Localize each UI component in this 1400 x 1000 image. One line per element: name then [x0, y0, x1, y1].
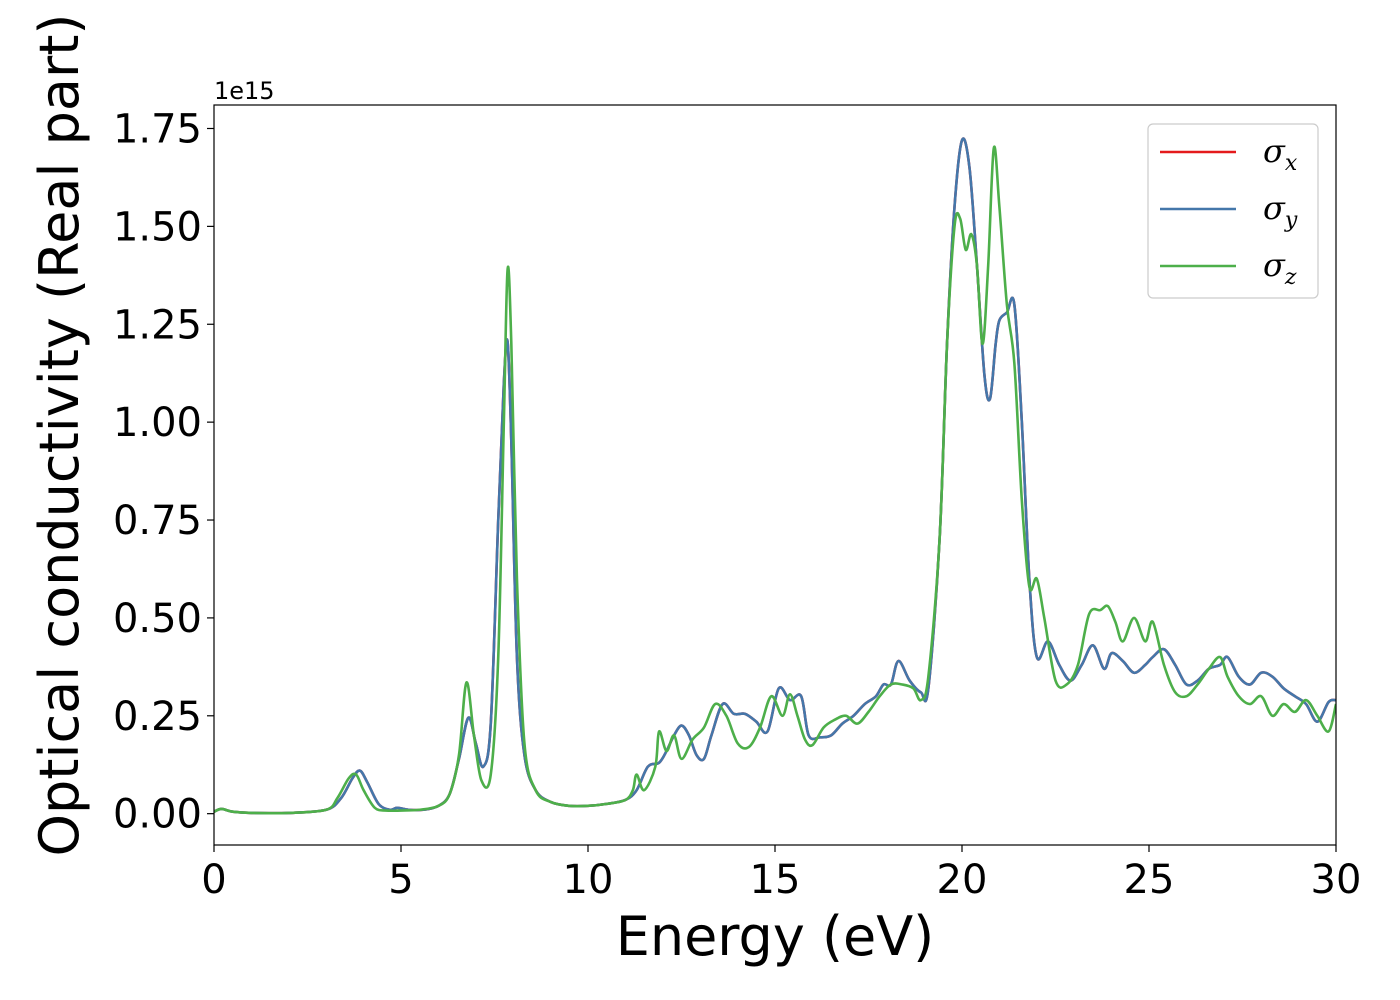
- y-axis-offset-text: 1e15: [214, 77, 275, 105]
- y-tick-label: 0.00: [113, 792, 202, 838]
- legend-box: [1147, 123, 1319, 299]
- y-tick-label: 0.50: [113, 596, 202, 642]
- y-tick-label: 1.75: [113, 106, 202, 152]
- y-tick-label: 1.00: [113, 400, 202, 446]
- x-axis-ticks: 0 5 10 15 20 25 30: [201, 845, 1361, 903]
- y-tick-label: 0.25: [113, 694, 202, 740]
- y-tick-label: 1.50: [113, 204, 202, 250]
- x-tick-label: 5: [388, 857, 413, 903]
- x-tick-label: 0: [201, 857, 226, 903]
- y-tick-label: 1.25: [113, 302, 202, 348]
- x-axis-label: Energy (eV): [616, 905, 935, 968]
- series-layer: [214, 137, 1336, 815]
- x-tick-label: 10: [563, 857, 614, 903]
- x-tick-label: 25: [1124, 857, 1175, 903]
- series-line-z: [214, 145, 1336, 815]
- x-tick-label: 20: [937, 857, 988, 903]
- y-axis-label: Optical conductivity (Real part): [28, 14, 91, 857]
- x-tick-label: 30: [1311, 857, 1362, 903]
- x-tick-label: 15: [750, 857, 801, 903]
- y-axis-ticks: 0.00 0.25 0.50 0.75 1.00 1.25 1.50 1.75: [113, 106, 214, 838]
- y-tick-label: 0.75: [113, 498, 202, 544]
